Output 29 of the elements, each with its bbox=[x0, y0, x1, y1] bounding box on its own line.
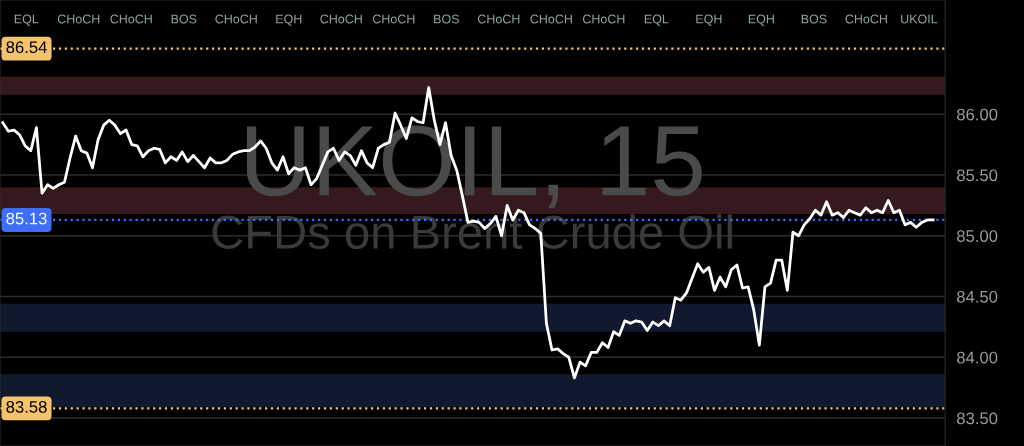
annotation: BOS bbox=[434, 14, 459, 24]
y-tick-label: 84.50 bbox=[956, 290, 998, 303]
annotation: UKOIL bbox=[901, 14, 938, 24]
annotation: EQH bbox=[696, 14, 722, 26]
y-tick-label: 86.00 bbox=[956, 108, 998, 121]
annotation: CHoCH bbox=[845, 14, 887, 24]
y-tick-label: 84.00 bbox=[956, 351, 998, 364]
text: CFDs on Brent Crude Oil bbox=[212, 214, 732, 250]
annotation: EQL bbox=[14, 14, 39, 26]
annotation: CHoCH bbox=[57, 14, 100, 24]
line-series bbox=[1, 86, 935, 380]
annotation: CHoCH bbox=[372, 14, 415, 24]
annotation: CHoCH bbox=[215, 14, 257, 24]
y-tick-label: 83.50 bbox=[956, 412, 998, 425]
annotation: BOS bbox=[171, 14, 197, 24]
annotation: CHoCH bbox=[110, 14, 152, 24]
y-tick-label: 85.00 bbox=[956, 230, 998, 242]
ref-line-label: 86.54 bbox=[6, 41, 47, 54]
annotation: BOS bbox=[801, 14, 827, 24]
y-tick-label: 85.50 bbox=[956, 169, 998, 182]
annotation: CHoCH bbox=[477, 14, 520, 24]
annotation: EQH bbox=[748, 14, 774, 26]
annotation: CHoCH bbox=[530, 14, 572, 24]
annotation: CHoCH bbox=[582, 14, 625, 24]
annotation: CHoCH bbox=[320, 14, 362, 24]
annotation: EQL bbox=[644, 14, 669, 26]
ref-line-label: 85.13 bbox=[6, 212, 47, 225]
ref-line-label: 83.58 bbox=[6, 401, 47, 413]
annotation: EQH bbox=[276, 14, 302, 26]
